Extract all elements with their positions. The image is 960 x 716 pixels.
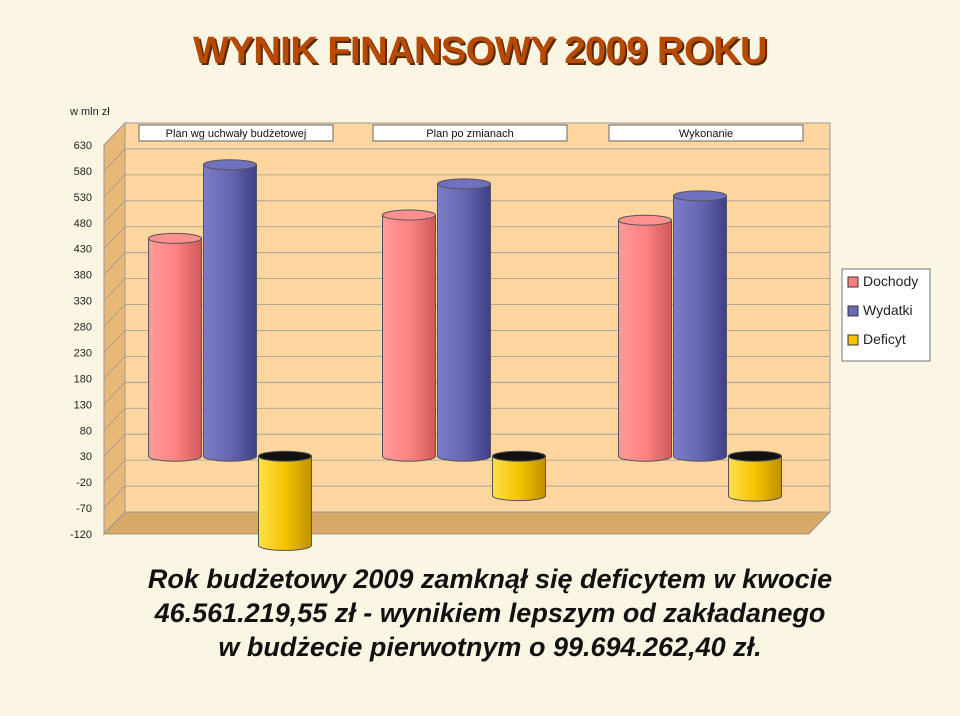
gridline-side: [103, 226, 126, 250]
legend-label-dochody: Dochody: [863, 273, 918, 289]
gridline-side: [103, 485, 126, 509]
y-tick-label: 580: [74, 166, 92, 178]
y-tick-label: 530: [74, 192, 92, 204]
bar-top: [382, 209, 436, 221]
chart-floor: [102, 511, 832, 535]
bar-dochody: [382, 209, 436, 462]
bar-top: [437, 178, 491, 190]
caption-line-3: w budżecie pierwotnym o 99.694.262,40 zł…: [218, 632, 762, 662]
bar-top: [673, 190, 727, 202]
gridline-side: [103, 200, 126, 224]
y-tick-label: 230: [74, 347, 92, 359]
bar-top: [728, 450, 782, 462]
y-tick-label: -20: [76, 477, 92, 489]
gridline-side: [103, 330, 126, 353]
caption-line-1: Rok budżetowy 2009 zamknął się deficytem…: [147, 564, 833, 594]
bar-body: [492, 455, 546, 502]
caption-line-2: 46.561.219,55 zł - wynikiem lepszym od z…: [154, 598, 826, 628]
bar-top: [203, 159, 257, 171]
chart-side-wall: [103, 121, 126, 536]
gridline-side: [103, 407, 126, 431]
gridline-side: [103, 122, 126, 146]
bar-body: [258, 455, 312, 551]
page-title: WYNIK FINANSOWY 2009 ROKU: [193, 30, 767, 72]
legend-label-wydatki: Wydatki: [863, 302, 913, 318]
bar-dochody: [618, 214, 672, 462]
bar-deficyt: [492, 450, 546, 502]
bar-body: [382, 214, 436, 462]
bar-dochody: [148, 232, 202, 462]
legend-swatch-deficyt: [847, 334, 859, 346]
bar-body: [618, 219, 672, 462]
y-tick-label: 380: [74, 270, 92, 282]
bar-wydatki: [203, 159, 257, 462]
bar-body: [728, 455, 782, 502]
gridline-side: [103, 278, 126, 301]
unit-label: w mln zł: [70, 106, 110, 118]
legend-label-deficyt: Deficyt: [863, 331, 906, 347]
bar-body: [148, 237, 202, 462]
y-tick-label: 480: [74, 218, 92, 230]
gridline-side: [103, 382, 126, 405]
bar-body: [673, 195, 727, 462]
bar-top: [492, 450, 546, 462]
y-tick-label: -120: [70, 529, 92, 541]
y-tick-label: 30: [80, 451, 92, 463]
y-tick-label: 280: [74, 322, 92, 334]
y-tick-label: -70: [76, 503, 92, 515]
category-label: Wykonanie: [679, 128, 733, 140]
bar-deficyt: [728, 450, 782, 502]
gridline-side: [103, 174, 126, 198]
category-label: Plan po zmianach: [426, 128, 513, 140]
category-header-box: [608, 124, 804, 142]
bar-deficyt: [258, 450, 312, 551]
y-tick-label: 630: [74, 140, 92, 152]
y-tick-label: 180: [74, 373, 92, 385]
y-tick-label: 430: [74, 244, 92, 256]
bar-top: [148, 232, 202, 244]
bar-wydatki: [673, 190, 727, 462]
legend-swatch-dochody: [847, 276, 859, 288]
bar-top: [618, 214, 672, 226]
bar-body: [437, 183, 491, 462]
bar-chart: 630 580 530 480 430 380 330 280 230 180 130 80 30 -20…: [70, 121, 931, 551]
gridline-side: [103, 252, 126, 275]
gridline-side: [103, 148, 126, 172]
gridline-side: [103, 356, 126, 379]
y-tick-label: 80: [80, 425, 92, 437]
y-tick-label: 330: [74, 296, 92, 308]
bar-top: [258, 450, 312, 462]
gridline-side: [103, 511, 126, 535]
bar-wydatki: [437, 178, 491, 462]
category-label: Plan wg uchwały budżetowej: [166, 128, 307, 140]
caption: Rok budżetowy 2009 zamknął się deficytem…: [60, 562, 920, 664]
gridline-side: [103, 459, 126, 483]
category-header-box: [372, 124, 568, 142]
bar-body: [203, 164, 257, 462]
legend-swatch-wydatki: [847, 305, 859, 317]
category-header-box: [138, 124, 334, 142]
gridline-side: [103, 433, 126, 457]
y-tick-label: 130: [74, 399, 92, 411]
gridline-side: [103, 304, 126, 327]
